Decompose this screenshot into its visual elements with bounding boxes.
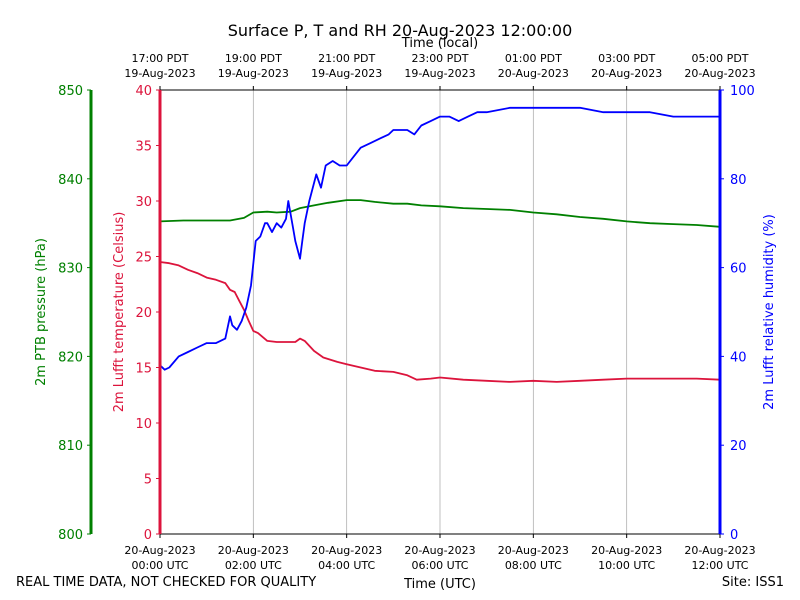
x-axis-label-local: Time (local) — [401, 36, 478, 51]
x-tick-label-local-time-1: 19:00 PDT — [225, 52, 282, 65]
pressure-axis-label: 2m PTB pressure (hPa) — [34, 238, 49, 386]
grid-layer — [252, 90, 628, 534]
temperature-tick-label-0: 0 — [144, 528, 152, 543]
temperature-tick-label-2: 10 — [135, 417, 152, 432]
pressure-tick-label-1: 810 — [58, 439, 83, 454]
temperature-tick-label-4: 20 — [135, 306, 152, 321]
temperature-tick-label-1: 5 — [144, 473, 152, 488]
axes-layer: 20-Aug-2023 00:00 UTC 20-Aug-2023 02:00 UTC… — [34, 36, 777, 592]
temperature-tick-label-7: 35 — [135, 140, 152, 155]
pressure-tick-label-5: 850 — [58, 84, 83, 99]
temperature-tick-label-6: 30 — [135, 195, 152, 210]
x-tick-label-utc-date-4: 20-Aug-2023 — [498, 544, 569, 557]
x-tick-label-local-time-3: 23:00 PDT — [411, 52, 468, 65]
x-tick-label-local-date-1: 19-Aug-2023 — [218, 67, 289, 80]
x-tick-label-local-time-5: 03:00 PDT — [598, 52, 655, 65]
pressure-tick-label-2: 820 — [58, 350, 83, 365]
x-tick-label-local-date-6: 20-Aug-2023 — [684, 67, 755, 80]
x-tick-label-local-date-5: 20-Aug-2023 — [591, 67, 662, 80]
humidity-tick-label-3: 60 — [730, 262, 747, 277]
site-label: Site: ISS1 — [721, 575, 784, 590]
x-tick-label-utc-time-4: 08:00 UTC — [505, 559, 562, 572]
x-tick-label-utc-date-3: 20-Aug-2023 — [404, 544, 475, 557]
humidity-tick-label-4: 80 — [730, 173, 747, 188]
x-tick-label-utc-date-1: 20-Aug-2023 — [218, 544, 289, 557]
pressure-tick-label-4: 840 — [58, 173, 83, 188]
x-tick-label-utc-time-1: 02:00 UTC — [225, 559, 282, 572]
x-tick-label-local-time-4: 01:00 PDT — [505, 52, 562, 65]
pressure-tick-label-0: 800 — [58, 528, 83, 543]
x-tick-label-local-date-3: 19-Aug-2023 — [404, 67, 475, 80]
x-tick-label-utc-date-2: 20-Aug-2023 — [311, 544, 382, 557]
temperature-tick-label-3: 15 — [135, 362, 152, 377]
x-tick-label-local-time-2: 21:00 PDT — [318, 52, 375, 65]
x-tick-label-utc-time-0: 00:00 UTC — [131, 559, 188, 572]
x-tick-label-utc-time-5: 10:00 UTC — [598, 559, 655, 572]
x-tick-label-utc-date-0: 20-Aug-2023 — [124, 544, 195, 557]
x-tick-label-local-date-2: 19-Aug-2023 — [311, 67, 382, 80]
pressure-line — [159, 199, 721, 228]
series-layer — [159, 106, 721, 383]
humidity-line — [159, 106, 720, 371]
humidity-tick-label-1: 20 — [730, 439, 747, 454]
humidity-axis-label: 2m Lufft relative humidity (%) — [762, 214, 777, 410]
x-axis-label-utc: Time (UTC) — [403, 577, 476, 592]
x-tick-label-local-time-6: 05:00 PDT — [691, 52, 748, 65]
x-tick-label-utc-time-3: 06:00 UTC — [411, 559, 468, 572]
temperature-tick-label-5: 25 — [135, 251, 152, 266]
humidity-tick-label-5: 100 — [730, 84, 755, 99]
temperature-tick-label-8: 40 — [135, 84, 152, 99]
pressure-tick-label-3: 830 — [58, 262, 83, 277]
humidity-tick-label-2: 40 — [730, 350, 747, 365]
temperature-line — [159, 261, 721, 383]
humidity-tick-label-0: 0 — [730, 528, 738, 543]
x-tick-label-local-date-4: 20-Aug-2023 — [498, 67, 569, 80]
x-tick-label-utc-time-2: 04:00 UTC — [318, 559, 375, 572]
temperature-axis-label: 2m Lufft temperature (Celsius) — [112, 212, 127, 413]
x-tick-label-utc-date-6: 20-Aug-2023 — [684, 544, 755, 557]
x-tick-label-utc-time-6: 12:00 UTC — [691, 559, 748, 572]
x-tick-label-utc-date-5: 20-Aug-2023 — [591, 544, 662, 557]
x-tick-label-local-time-0: 17:00 PDT — [131, 52, 188, 65]
quality-note: REAL TIME DATA, NOT CHECKED FOR QUALITY — [16, 575, 317, 590]
chart-title: Surface P, T and RH 20-Aug-2023 12:00:00 — [227, 21, 573, 40]
x-tick-label-local-date-0: 19-Aug-2023 — [124, 67, 195, 80]
